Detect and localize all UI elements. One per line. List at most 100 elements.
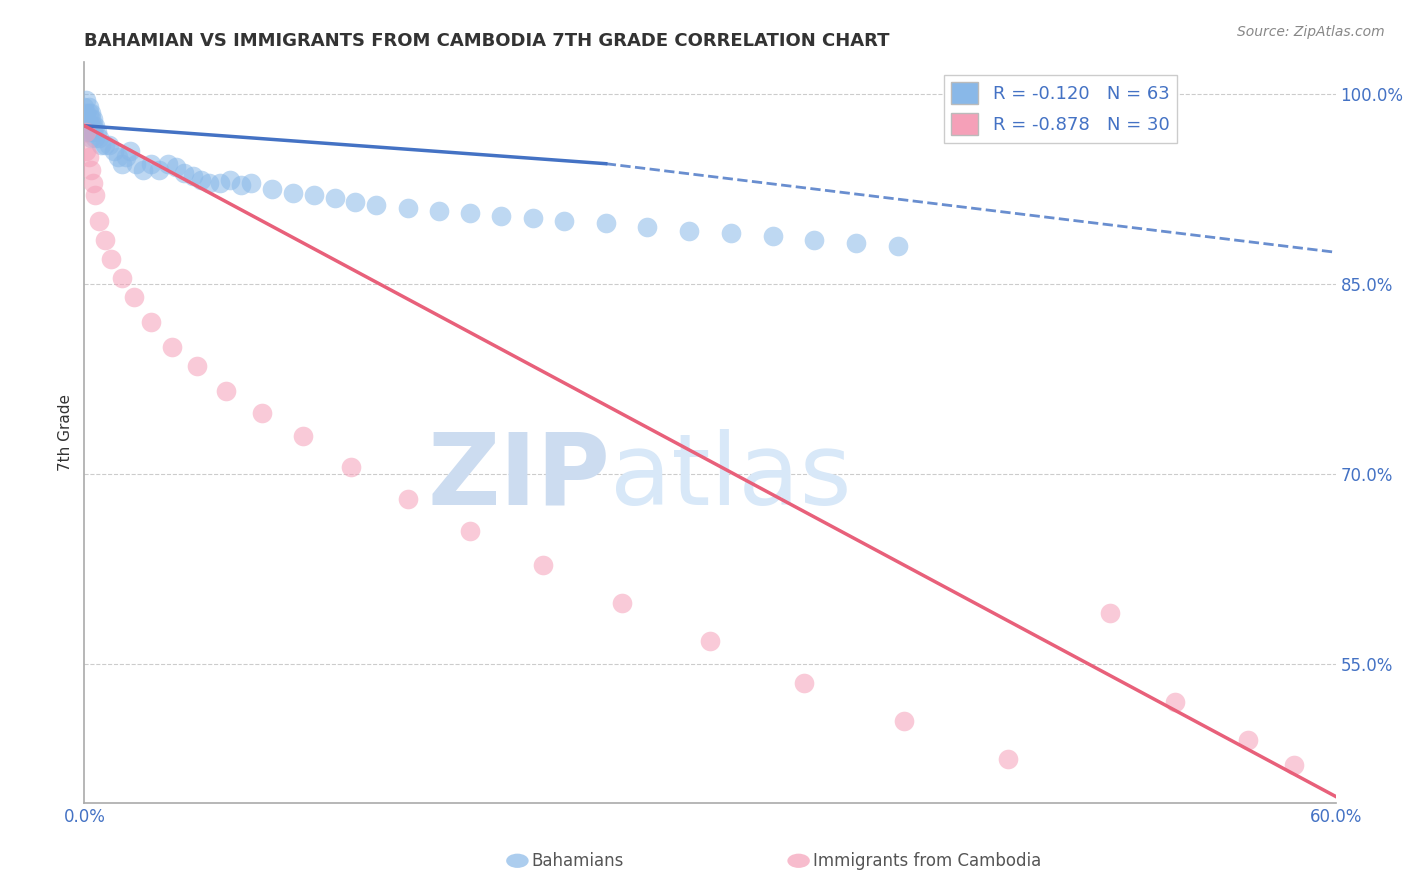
- Point: [90, 137, 112, 152]
- Point: [75, 94, 97, 108]
- Point: [79, 119, 101, 133]
- Point: [77, 119, 100, 133]
- Point: [229, 178, 252, 193]
- Point: [107, 150, 129, 164]
- Point: [1282, 757, 1305, 772]
- Point: [111, 270, 134, 285]
- Point: [458, 524, 481, 538]
- Point: [522, 211, 544, 226]
- Point: [77, 106, 100, 120]
- Point: [762, 228, 785, 243]
- Point: [720, 227, 742, 241]
- Point: [262, 182, 284, 196]
- Point: [77, 125, 100, 139]
- Point: [458, 206, 481, 220]
- Point: [75, 112, 97, 127]
- Text: Immigrants from Cambodia: Immigrants from Cambodia: [813, 852, 1040, 870]
- Point: [82, 176, 104, 190]
- Point: [98, 137, 121, 152]
- Point: [208, 176, 231, 190]
- Point: [302, 188, 325, 202]
- Point: [77, 150, 100, 164]
- Point: [75, 119, 97, 133]
- Text: Bahamians: Bahamians: [531, 852, 624, 870]
- Point: [1099, 606, 1122, 620]
- Point: [893, 714, 915, 728]
- Point: [396, 201, 419, 215]
- Point: [281, 186, 304, 200]
- Point: [219, 173, 242, 187]
- Point: [120, 144, 142, 158]
- Point: [79, 106, 101, 120]
- Point: [75, 125, 97, 139]
- Point: [82, 125, 104, 139]
- Point: [87, 213, 110, 227]
- Point: [100, 252, 122, 266]
- Point: [427, 203, 450, 218]
- Point: [115, 150, 138, 164]
- Point: [79, 131, 101, 145]
- Point: [699, 633, 721, 648]
- Point: [160, 340, 183, 354]
- Point: [997, 751, 1019, 765]
- Point: [186, 359, 208, 374]
- Point: [83, 131, 105, 145]
- Point: [87, 131, 110, 145]
- Y-axis label: 7th Grade: 7th Grade: [58, 394, 73, 471]
- Point: [173, 165, 195, 179]
- Point: [79, 163, 101, 178]
- Point: [845, 236, 868, 251]
- Point: [240, 176, 263, 190]
- Point: [83, 119, 105, 133]
- Point: [181, 169, 204, 184]
- Point: [73, 100, 96, 114]
- Point: [86, 125, 108, 139]
- Point: [595, 216, 617, 230]
- Text: Source: ZipAtlas.com: Source: ZipAtlas.com: [1237, 25, 1385, 39]
- Point: [156, 157, 179, 171]
- Point: [491, 209, 513, 223]
- Point: [132, 163, 155, 178]
- Point: [803, 233, 825, 247]
- Point: [139, 315, 162, 329]
- Point: [250, 406, 273, 420]
- Point: [82, 119, 104, 133]
- Point: [323, 191, 346, 205]
- Legend: R = -0.120   N = 63, R = -0.878   N = 30: R = -0.120 N = 63, R = -0.878 N = 30: [943, 75, 1177, 143]
- Point: [292, 429, 315, 443]
- Point: [531, 558, 554, 572]
- Point: [75, 144, 97, 158]
- Point: [887, 239, 910, 253]
- Text: BAHAMIAN VS IMMIGRANTS FROM CAMBODIA 7TH GRADE CORRELATION CHART: BAHAMIAN VS IMMIGRANTS FROM CAMBODIA 7TH…: [84, 32, 890, 50]
- Text: atlas: atlas: [610, 428, 852, 525]
- Point: [190, 173, 212, 187]
- Point: [124, 289, 146, 303]
- Point: [83, 188, 105, 202]
- Point: [612, 596, 634, 610]
- Point: [793, 675, 815, 690]
- Point: [553, 213, 575, 227]
- Point: [79, 112, 101, 127]
- Point: [165, 161, 187, 175]
- Point: [75, 106, 97, 120]
- Point: [396, 491, 419, 506]
- Point: [1237, 732, 1260, 747]
- Point: [94, 137, 117, 152]
- Point: [148, 163, 170, 178]
- Point: [103, 144, 125, 158]
- Point: [1164, 694, 1187, 708]
- Point: [637, 219, 659, 234]
- Point: [139, 157, 162, 171]
- Point: [198, 176, 221, 190]
- Point: [344, 194, 367, 209]
- Point: [125, 157, 148, 171]
- Point: [75, 125, 97, 139]
- Point: [94, 233, 117, 247]
- Point: [77, 100, 100, 114]
- Point: [366, 198, 388, 212]
- Point: [215, 384, 238, 399]
- Point: [82, 112, 104, 127]
- Point: [111, 157, 134, 171]
- Point: [340, 460, 363, 475]
- Point: [678, 224, 700, 238]
